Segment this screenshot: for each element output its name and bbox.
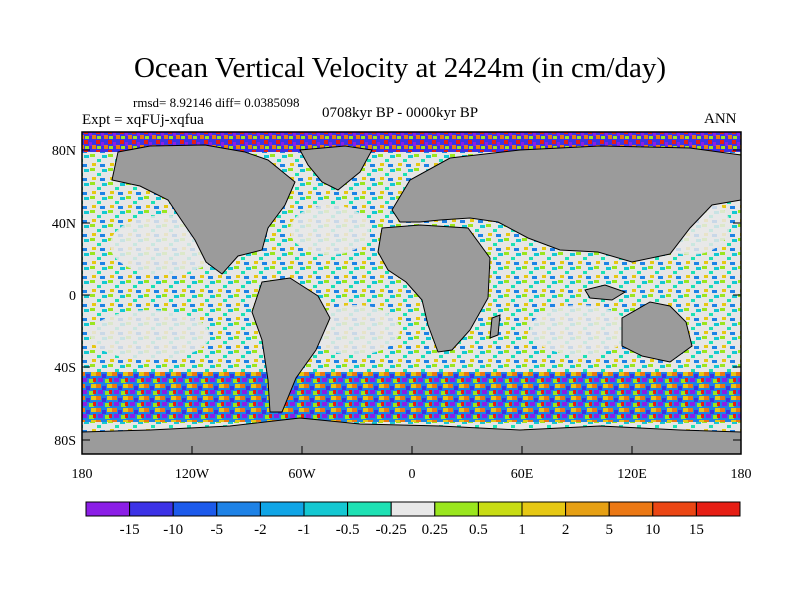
eurasia <box>391 145 741 263</box>
colorbar-label: -0.25 <box>376 522 407 538</box>
experiment-label: Expt = xqFUj-xqfua <box>82 112 204 128</box>
colorbar-label: -1 <box>298 522 311 538</box>
colorbar-labels: -15 -10 -5 -2 -1 -0.5 -0.25 0.25 0.5 1 2 5 10 15 <box>120 522 704 538</box>
colorbar-box <box>608 501 654 517</box>
southern-ocean-band <box>82 372 741 422</box>
colorbar-box <box>259 501 305 517</box>
land-masses <box>82 144 741 454</box>
madagascar <box>489 314 501 339</box>
lon-labels: 180 120W 60W 0 60E 120E 180 <box>72 467 752 482</box>
colorbar-label: 10 <box>645 522 660 538</box>
lat-label: 40N <box>52 217 76 232</box>
colorbar-label: 0.25 <box>422 522 448 538</box>
antarctica <box>82 417 741 454</box>
colorbar-box <box>695 501 741 517</box>
lon-label: 180 <box>72 467 93 482</box>
north-america <box>111 144 296 275</box>
season-label: ANN <box>704 111 737 127</box>
colorbar-label: 2 <box>562 522 570 538</box>
lon-label: 180 <box>731 467 752 482</box>
lon-ticks <box>81 446 742 454</box>
lat-label: 40S <box>54 361 76 376</box>
colorbar-label: 5 <box>605 522 613 538</box>
lon-label: 0 <box>409 467 416 482</box>
lat-ticks <box>82 149 741 441</box>
colorbar-box <box>129 501 174 517</box>
colorbar-box <box>172 501 218 517</box>
colorbar-box <box>216 501 261 517</box>
colorbar-box <box>85 501 131 517</box>
colorbar-label: 1 <box>518 522 526 538</box>
greenland <box>299 145 373 191</box>
colorbar-label: -15 <box>120 522 140 538</box>
colorbar-box <box>434 501 479 517</box>
colorbar-box <box>565 501 610 517</box>
colorbar-label: -0.5 <box>336 522 360 538</box>
plot-title: Ocean Vertical Velocity at 2424m (in cm/… <box>133 52 667 84</box>
lon-label: 120W <box>175 467 210 482</box>
map-area <box>82 132 741 454</box>
colorbar-box <box>390 501 436 517</box>
lon-label: 60W <box>288 467 316 482</box>
colorbar <box>85 501 741 517</box>
south-america <box>251 277 331 413</box>
colorbar-box <box>347 501 392 517</box>
lat-label: 80N <box>52 144 76 159</box>
colorbar-box <box>652 501 697 517</box>
lon-label: 60E <box>511 467 534 482</box>
colorbar-label: 15 <box>689 522 704 538</box>
colorbar-label: -2 <box>254 522 267 538</box>
lat-label: 0 <box>69 289 76 304</box>
colorbar-box <box>477 501 523 517</box>
lat-labels: 80N 40N 0 40S 80S <box>52 144 76 449</box>
lat-label: 80S <box>54 434 76 449</box>
colorbar-box <box>521 501 567 517</box>
maritime-continent <box>584 284 627 301</box>
colorbar-box <box>303 501 349 517</box>
period-label: 0708kyr BP - 0000kyr BP <box>322 105 479 121</box>
lon-label: 120E <box>617 467 647 482</box>
stats-text: rmsd= 8.92146 diff= 0.0385098 <box>133 95 300 110</box>
australia <box>621 301 693 363</box>
colorbar-label: 0.5 <box>469 522 488 538</box>
colorbar-label: -10 <box>163 522 183 538</box>
colorbar-label: -5 <box>211 522 224 538</box>
africa <box>377 224 491 353</box>
